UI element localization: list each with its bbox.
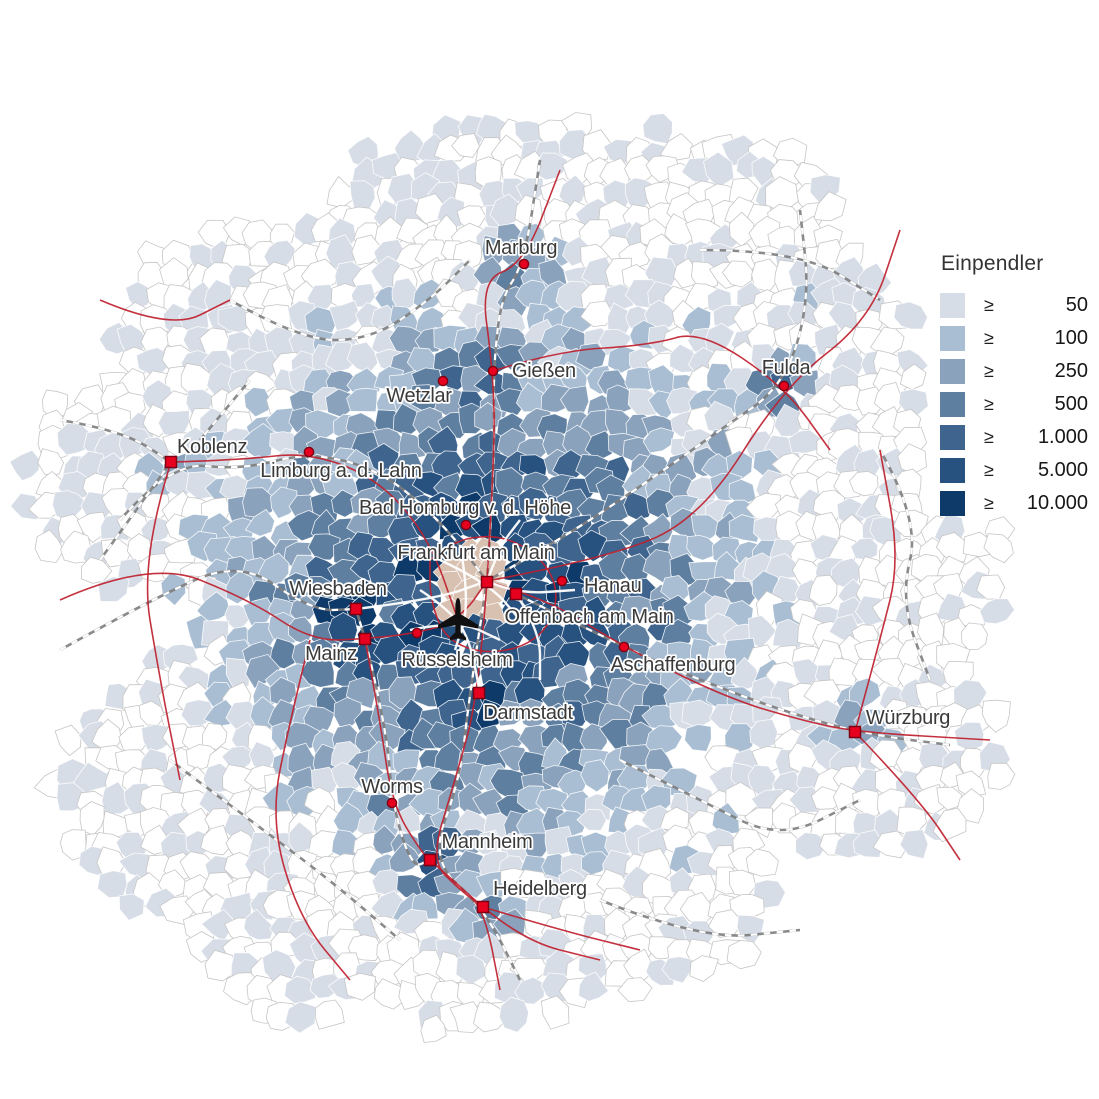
- legend: Einpendler ≥ 50 ≥ 100 ≥ 250 ≥ 500 ≥ 1.00…: [940, 252, 1088, 524]
- city-label: Darmstadt: [483, 702, 573, 724]
- city-marker-square: [472, 686, 486, 700]
- city-label: Offenbach am Main: [504, 606, 673, 628]
- city-marker-square: [476, 900, 490, 914]
- legend-row: ≥ 10.000: [940, 491, 1088, 516]
- legend-title: Einpendler: [941, 252, 1044, 275]
- city-label: Hanau: [584, 575, 641, 597]
- legend-swatch: [940, 326, 965, 351]
- city-labels: Marburg Gießen Wetzlar Fulda Koblenz Limburg …: [175, 235, 952, 902]
- city-marker-square: [848, 725, 862, 739]
- city-marker-dot: [460, 519, 472, 531]
- city-marker-dot: [437, 375, 449, 387]
- city-marker-dot: [303, 446, 315, 458]
- airplane-icon: [438, 598, 478, 641]
- city-marker-square: [164, 455, 178, 469]
- legend-row: ≥ 1.000: [940, 425, 1088, 450]
- city-marker-dot: [386, 797, 398, 809]
- legend-value: 5.000: [1037, 459, 1088, 481]
- city-label: Würzburg: [866, 707, 950, 729]
- city-marker-square: [509, 587, 523, 601]
- city-label: Heidelberg: [493, 878, 587, 900]
- city-label: Mainz: [305, 643, 357, 665]
- legend-row: ≥ 50: [940, 293, 1088, 318]
- legend-swatch: [940, 293, 965, 318]
- legend-operator: ≥: [984, 493, 994, 513]
- city-label: Limburg a. d. Lahn: [260, 460, 421, 482]
- legend-row: ≥ 5.000: [940, 458, 1088, 483]
- city-label: Bad Homburg v. d. Höhe: [359, 497, 571, 519]
- city-marker-square: [358, 632, 372, 646]
- city-marker-dot: [556, 575, 568, 587]
- city-label: Mannheim: [442, 831, 533, 853]
- legend-value: 100: [1054, 327, 1088, 349]
- legend-value: 500: [1054, 393, 1088, 415]
- legend-operator: ≥: [984, 394, 994, 414]
- legend-operator: ≥: [984, 295, 994, 315]
- city-label: Marburg: [485, 237, 557, 259]
- city-marker-dot: [618, 641, 630, 653]
- city-label: Worms: [361, 776, 423, 798]
- city-markers: [164, 258, 862, 914]
- legend-swatch: [940, 458, 965, 483]
- legend-swatch: [940, 392, 965, 417]
- city-marker-dot: [518, 258, 530, 270]
- legend-operator: ≥: [984, 427, 994, 447]
- legend-value: 1.000: [1037, 426, 1088, 448]
- city-label: Rüsselsheim: [401, 649, 512, 671]
- roads: [59, 169, 991, 991]
- legend-operator: ≥: [984, 361, 994, 381]
- city-marker-square: [480, 575, 494, 589]
- city-label: Gießen: [512, 360, 576, 382]
- legend-value: 50: [1065, 294, 1088, 316]
- legend-row: ≥ 250: [940, 359, 1088, 384]
- city-label: Frankfurt am Main: [397, 542, 554, 564]
- city-label: Aschaffenburg: [611, 654, 736, 676]
- legend-value: 250: [1054, 360, 1088, 382]
- city-label: Wetzlar: [386, 385, 452, 407]
- legend-operator: ≥: [984, 460, 994, 480]
- legend-row: ≥ 500: [940, 392, 1088, 417]
- city-marker-dot: [778, 380, 790, 392]
- city-marker-square: [423, 853, 437, 867]
- city-label: Wiesbaden: [289, 578, 386, 600]
- legend-operator: ≥: [984, 328, 994, 348]
- legend-swatch: [940, 359, 965, 384]
- city-marker-dot: [487, 365, 499, 377]
- municipality-cells: [9, 112, 1016, 1044]
- city-label: Fulda: [762, 357, 812, 379]
- legend-swatch: [940, 491, 965, 516]
- city-marker-square: [349, 602, 363, 616]
- city-label: Koblenz: [177, 436, 247, 458]
- legend-row: ≥ 100: [940, 326, 1088, 351]
- legend-swatch: [940, 425, 965, 450]
- legend-value: 10.000: [1026, 492, 1088, 514]
- city-marker-dot: [411, 627, 423, 639]
